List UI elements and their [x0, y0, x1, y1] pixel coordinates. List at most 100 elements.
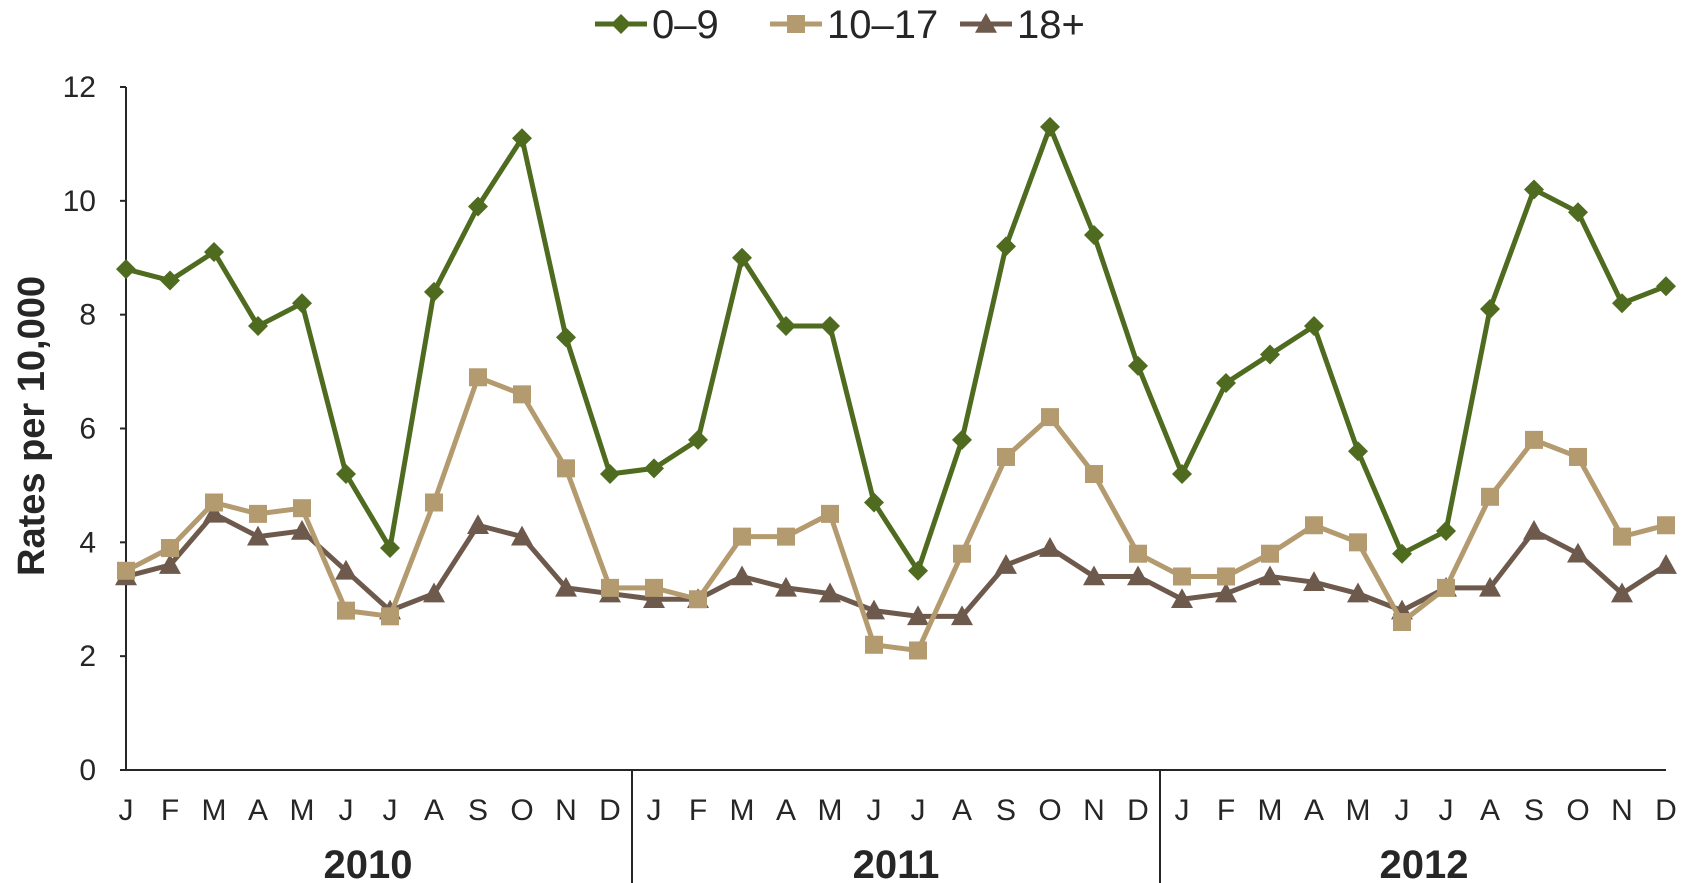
x-tick-label: A — [424, 794, 444, 827]
data-point — [908, 560, 928, 581]
data-point — [467, 514, 489, 535]
data-point — [204, 242, 224, 263]
x-tick-label: A — [952, 794, 972, 827]
data-point — [953, 544, 971, 563]
legend-item: 0–9 — [595, 3, 719, 47]
data-point — [291, 519, 313, 540]
x-tick-label: M — [202, 794, 227, 827]
data-point — [1612, 293, 1632, 314]
x-tick-label: D — [1127, 794, 1149, 827]
x-tick-label: M — [290, 794, 315, 827]
x-tick-label: A — [248, 794, 268, 827]
data-point — [249, 504, 267, 523]
data-point — [512, 128, 532, 149]
data-point — [820, 316, 840, 337]
data-point — [1216, 372, 1236, 393]
series-1 — [116, 116, 1676, 581]
data-point — [468, 196, 488, 217]
y-tick-label: 8 — [79, 299, 96, 332]
data-point — [292, 293, 312, 314]
data-point — [775, 576, 797, 597]
data-point — [863, 599, 885, 620]
legend-label: 10–17 — [827, 3, 938, 47]
data-point — [1129, 544, 1147, 563]
data-point — [205, 493, 223, 512]
year-label: 2011 — [853, 843, 940, 883]
data-point — [1393, 613, 1411, 632]
data-point — [1347, 582, 1369, 603]
data-point — [380, 538, 400, 559]
data-point — [1041, 408, 1059, 427]
y-tick-label: 10 — [63, 185, 96, 218]
data-point — [1568, 202, 1588, 223]
data-point — [469, 368, 487, 387]
x-tick-label: J — [647, 794, 662, 827]
data-point — [335, 559, 357, 580]
data-point — [1128, 355, 1148, 376]
x-tick-label: J — [911, 794, 926, 827]
data-point — [1259, 565, 1281, 586]
y-tick-label: 0 — [79, 754, 96, 787]
data-point — [203, 502, 225, 523]
x-tick-label: J — [119, 794, 134, 827]
data-point — [1348, 441, 1368, 462]
data-point — [1304, 316, 1324, 337]
x-tick-label: M — [730, 794, 755, 827]
data-point — [116, 259, 136, 280]
data-point — [1039, 537, 1061, 557]
x-tick-label: J — [383, 794, 398, 827]
data-point — [1481, 487, 1499, 506]
data-point — [601, 578, 619, 597]
x-tick-label: N — [1611, 794, 1633, 827]
y-axis-title: Rates per 10,000 — [11, 276, 53, 576]
data-point — [1479, 576, 1501, 597]
data-point — [423, 582, 445, 603]
data-point — [247, 525, 269, 546]
data-point — [160, 270, 180, 291]
data-point — [159, 554, 181, 574]
data-point — [644, 458, 664, 479]
data-point — [997, 447, 1015, 466]
x-tick-label: J — [1395, 794, 1410, 827]
data-point — [511, 525, 533, 546]
legend-marker — [975, 13, 997, 33]
data-point — [1172, 464, 1192, 485]
data-point — [161, 539, 179, 558]
data-point — [1305, 516, 1323, 535]
data-point — [1656, 276, 1676, 297]
legend: 0–9 10–17 18+ — [595, 3, 1085, 47]
data-point — [600, 464, 620, 485]
legend-item: 10–17 — [770, 3, 938, 47]
x-tick-label: J — [1439, 794, 1454, 827]
y-tick-label: 2 — [79, 640, 96, 673]
year-label: 2010 — [324, 843, 413, 883]
data-point — [424, 281, 444, 302]
data-point — [1303, 571, 1325, 591]
x-tick-label: F — [161, 794, 179, 827]
data-point — [1611, 582, 1633, 603]
data-point — [1613, 527, 1631, 546]
x-tick-label: J — [867, 794, 882, 827]
x-tick-label: S — [468, 794, 488, 827]
data-point — [907, 605, 929, 626]
legend-label: 0–9 — [652, 3, 719, 47]
legend-label: 18+ — [1017, 3, 1085, 47]
x-tick-label: M — [1346, 794, 1371, 827]
data-point — [1655, 554, 1677, 574]
x-tick-label: D — [599, 794, 621, 827]
data-point — [337, 601, 355, 620]
data-point — [1127, 565, 1149, 586]
x-tick-label: O — [1038, 794, 1061, 827]
data-point — [556, 327, 576, 348]
legend-marker — [787, 15, 805, 33]
legend-marker — [611, 14, 631, 34]
data-point — [643, 588, 665, 609]
x-tick-label: J — [1175, 794, 1190, 827]
data-point — [557, 459, 575, 478]
data-point — [1173, 567, 1191, 586]
data-point — [1084, 224, 1104, 245]
data-point — [248, 316, 268, 337]
data-point — [1260, 344, 1280, 365]
